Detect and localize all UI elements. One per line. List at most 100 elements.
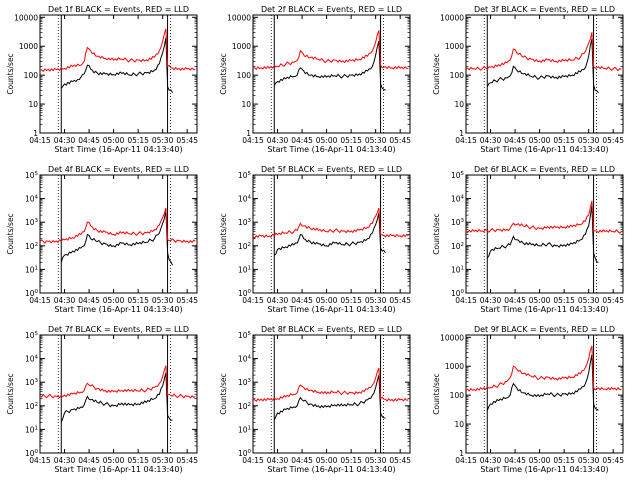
x-tick-label: 05:00: [316, 136, 338, 145]
x-tick-label: 04:30: [267, 136, 289, 145]
x-tick-label: 05:45: [176, 296, 198, 305]
x-axis-label: Start Time (16-Apr-11 04:13:40): [54, 465, 182, 474]
chart-panel-6: 04:15 04:30 04:45 05:00 05:15 05:30 05:45 100 10…: [432, 165, 624, 314]
x-tick-label: 05:00: [316, 456, 338, 465]
y-tick-label: 100: [238, 449, 252, 458]
y-tick-label: 100: [450, 71, 465, 80]
y-tick-label: 101: [451, 265, 464, 274]
y-tick-label: 1: [246, 129, 251, 138]
x-tick-label: 05:00: [103, 136, 125, 145]
x-axis-label: Start Time (16-Apr-11 04:13:40): [54, 305, 182, 314]
x-axis-label: Start Time (16-Apr-11 04:13:40): [267, 465, 395, 474]
y-axis-label: Counts/sec: [432, 53, 441, 94]
series-events-line: [60, 37, 173, 93]
y-tick-label: 105: [238, 331, 252, 340]
series-events-line: [274, 212, 386, 256]
y-tick-label: 1000: [19, 42, 38, 51]
series-lld-line: [252, 207, 409, 239]
y-axis-label: Counts/sec: [219, 373, 228, 414]
x-tick-label: 05:15: [553, 136, 575, 145]
x-tick-label: 05:30: [365, 296, 387, 305]
x-tick-label: 04:30: [267, 296, 289, 305]
x-tick-label: 05:45: [389, 456, 411, 465]
x-tick-label: 05:30: [152, 456, 174, 465]
y-tick-label: 102: [238, 242, 251, 251]
chart-title: Det 5f BLACK = Events, RED = LLD: [261, 165, 402, 174]
x-tick-label: 05:15: [340, 296, 362, 305]
series-events-line: [273, 374, 386, 421]
y-tick-label: 10: [454, 420, 464, 429]
y-tick-label: 100: [25, 289, 39, 298]
y-tick-label: 105: [451, 171, 465, 180]
x-tick-label: 04:45: [504, 296, 526, 305]
x-axis-label: Start Time (16-Apr-11 04:13:40): [480, 305, 608, 314]
chart-title: Det 8f BLACK = Events, RED = LLD: [261, 325, 402, 334]
chart-title: Det 2f BLACK = Events, RED = LLD: [261, 5, 402, 14]
y-axis-label: Counts/sec: [6, 213, 15, 254]
plot-frame: [39, 334, 198, 454]
x-tick-label: 04:15: [455, 296, 477, 305]
x-tick-label: 05:15: [340, 456, 362, 465]
x-axis-label: Start Time (16-Apr-11 04:13:40): [54, 145, 182, 154]
series-lld-line: [465, 345, 622, 392]
x-tick-label: 05:00: [529, 136, 551, 145]
y-tick-label: 100: [237, 71, 252, 80]
y-tick-label: 101: [25, 265, 38, 274]
y-tick-label: 102: [25, 402, 38, 411]
x-tick-label: 04:15: [455, 456, 477, 465]
y-axis-label: Counts/sec: [6, 53, 15, 94]
chart-panel-5: 04:15 04:30 04:45 05:00 05:15 05:30 05:45 100 10…: [219, 165, 411, 314]
y-tick-label: 100: [238, 289, 252, 298]
x-tick-label: 05:45: [389, 136, 411, 145]
y-tick-label: 103: [25, 218, 39, 227]
x-tick-label: 04:30: [54, 296, 76, 305]
y-tick-label: 105: [238, 171, 252, 180]
y-tick-label: 104: [25, 355, 39, 364]
x-tick-label: 04:45: [504, 456, 526, 465]
x-tick-label: 05:15: [127, 456, 149, 465]
x-tick-label: 04:15: [242, 456, 264, 465]
x-tick-label: 05:15: [553, 296, 575, 305]
chart-title: Det 6f BLACK = Events, RED = LLD: [474, 165, 615, 174]
series-lld-line: [252, 367, 409, 402]
series-lld-line: [39, 28, 196, 73]
y-tick-label: 103: [25, 378, 39, 387]
y-tick-label: 10000: [440, 13, 464, 22]
x-axis-label: Start Time (16-Apr-11 04:13:40): [480, 465, 608, 474]
x-tick-label: 04:15: [242, 136, 264, 145]
y-tick-label: 1000: [445, 362, 464, 371]
x-tick-label: 04:15: [242, 296, 264, 305]
y-tick-label: 1: [459, 129, 464, 138]
x-tick-label: 05:00: [316, 296, 338, 305]
y-tick-label: 104: [25, 195, 39, 204]
x-axis-label: Start Time (16-Apr-11 04:13:40): [267, 145, 395, 154]
x-tick-label: 05:30: [365, 456, 387, 465]
x-tick-label: 05:30: [152, 136, 174, 145]
x-tick-label: 05:00: [529, 296, 551, 305]
x-tick-label: 04:30: [480, 136, 502, 145]
chart-title: Det 7f BLACK = Events, RED = LLD: [48, 325, 189, 334]
plot-frame: [465, 334, 624, 454]
chart-panel-9: 04:15 04:30 04:45 05:00 05:15 05:30 05:45 1 10 10…: [432, 325, 624, 474]
y-tick-label: 10: [241, 100, 251, 109]
series-events-line: [60, 372, 173, 423]
y-tick-label: 105: [25, 331, 39, 340]
y-axis-label: Counts/sec: [219, 53, 228, 94]
chart-panel-2: 04:15 04:30 04:45 05:00 05:15 05:30 05:45 1 10 10…: [219, 5, 411, 154]
x-tick-label: 04:15: [29, 136, 51, 145]
chart-panel-3: 04:15 04:30 04:45 05:00 05:15 05:30 05:45 1 10 10…: [432, 5, 624, 154]
x-tick-label: 05:00: [529, 456, 551, 465]
plot-frame: [465, 14, 624, 134]
chart-panel-8: 04:15 04:30 04:45 05:00 05:15 05:30 05:45 100 10…: [219, 325, 411, 474]
chart-title: Det 9f BLACK = Events, RED = LLD: [474, 325, 615, 334]
x-tick-label: 04:30: [267, 456, 289, 465]
x-tick-label: 04:45: [291, 456, 313, 465]
y-axis-label: Counts/sec: [6, 373, 15, 414]
y-tick-label: 10000: [14, 13, 38, 22]
x-tick-label: 04:30: [54, 136, 76, 145]
y-tick-label: 104: [451, 195, 465, 204]
chart-panel-4: 04:15 04:30 04:45 05:00 05:15 05:30 05:45 100 10…: [6, 165, 198, 314]
chart-panel-1: 04:15 04:30 04:45 05:00 05:15 05:30 05:45 1 10 10…: [6, 5, 198, 154]
chart-title: Det 4f BLACK = Events, RED = LLD: [48, 165, 189, 174]
y-tick-label: 103: [238, 218, 252, 227]
